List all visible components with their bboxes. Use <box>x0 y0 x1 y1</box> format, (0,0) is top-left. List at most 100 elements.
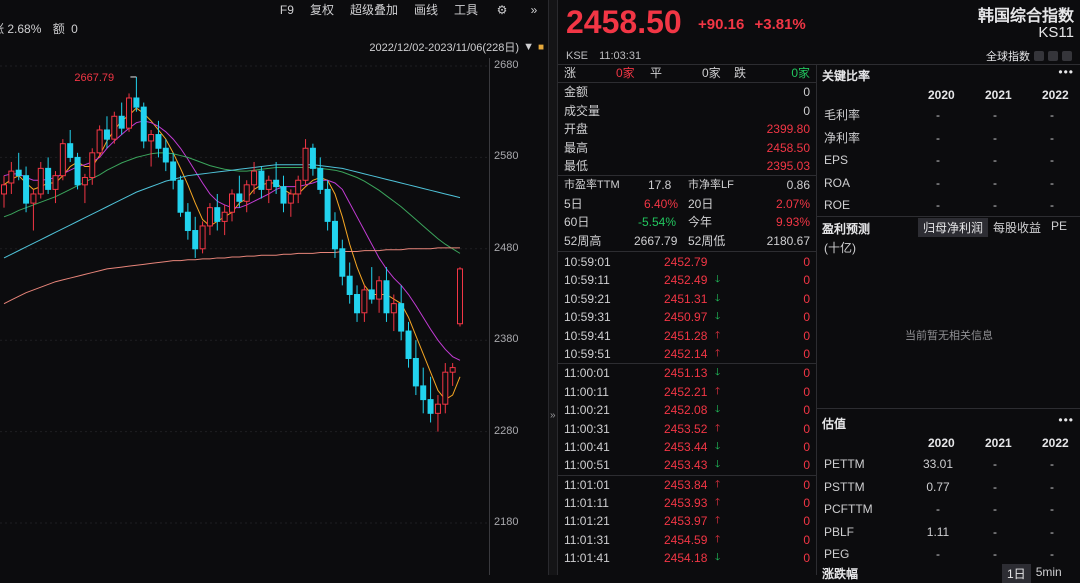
vol-label: 成交量 <box>564 103 601 118</box>
ratio-name: PETTM <box>824 457 865 471</box>
candle-body[interactable] <box>8 170 15 184</box>
tab-net-profit[interactable]: 归母净利润 <box>918 218 989 237</box>
candle-body[interactable] <box>155 134 162 149</box>
candle-body[interactable] <box>398 303 405 332</box>
candle-body[interactable] <box>96 129 103 154</box>
candle-body[interactable] <box>354 294 361 314</box>
candle-body[interactable] <box>457 268 463 325</box>
fuquan-button[interactable]: 复权 <box>309 3 334 17</box>
candle-body[interactable] <box>295 179 302 195</box>
ratio-value: - <box>1050 198 1054 213</box>
candle-body[interactable] <box>133 97 140 108</box>
y-tick-label: 2180 <box>494 516 519 528</box>
ratio-value: - <box>936 175 940 190</box>
candle-body[interactable] <box>434 403 441 414</box>
candle-body[interactable] <box>287 193 294 204</box>
candle-body[interactable] <box>162 147 169 163</box>
candle-body[interactable] <box>236 193 243 202</box>
kline-chart-panel[interactable]: F9 复权 超级叠加 画线 工具 ⚙ » 涨 2.68% 额 0 2022/12… <box>0 0 548 575</box>
candle-body[interactable] <box>361 289 368 314</box>
lock-icon[interactable]: ■ <box>537 41 544 53</box>
edit-icon[interactable] <box>1034 51 1044 61</box>
candle-body[interactable] <box>346 275 353 296</box>
candle-body[interactable] <box>170 161 177 181</box>
candle-body[interactable] <box>184 211 191 232</box>
candle-body[interactable] <box>265 179 272 190</box>
bell-icon[interactable] <box>1048 51 1058 61</box>
candle-body[interactable] <box>258 170 265 190</box>
candle-body[interactable] <box>302 147 309 181</box>
candle-body[interactable] <box>383 280 390 314</box>
candle-body[interactable] <box>214 207 221 222</box>
overlay-button[interactable]: 超级叠加 <box>349 3 398 17</box>
candle-body[interactable] <box>67 143 74 158</box>
candle-body[interactable] <box>23 175 30 204</box>
candle-body[interactable] <box>339 248 346 277</box>
arrow-up-icon: 🡑 <box>715 422 721 434</box>
candle-body[interactable] <box>192 230 199 250</box>
tab-1d[interactable]: 1日 <box>1002 564 1031 583</box>
candle-body[interactable] <box>390 303 397 314</box>
tab-pe[interactable]: PE <box>1051 219 1068 233</box>
global-index-link[interactable]: 全球指数 <box>986 48 1072 64</box>
candle-body[interactable] <box>317 167 324 190</box>
ratio-row: PEG - - - <box>818 543 1080 566</box>
panel-splitter[interactable]: » <box>548 0 558 575</box>
candle-body[interactable] <box>368 289 375 300</box>
candle-body[interactable] <box>199 225 206 250</box>
draw-button[interactable]: 画线 <box>413 3 438 17</box>
candle-body[interactable] <box>221 211 228 222</box>
f9-button[interactable]: F9 <box>279 2 294 17</box>
range-dropdown-icon[interactable]: ▼ <box>523 41 534 53</box>
tools-button[interactable]: 工具 <box>453 3 478 17</box>
candle-body[interactable] <box>103 129 110 140</box>
candle-body[interactable] <box>126 97 133 129</box>
tab-5min[interactable]: 5min <box>1035 565 1062 579</box>
candle-body[interactable] <box>15 169 22 177</box>
candle-body[interactable] <box>111 115 118 140</box>
settings-icon[interactable]: ⚙ <box>496 2 508 17</box>
candle-body[interactable] <box>412 357 419 387</box>
candle-body[interactable] <box>177 179 184 213</box>
candle-body[interactable] <box>449 367 456 373</box>
tick-list[interactable]: 10:59:01 2452.79 0 10:59:11 2452.49 🡓 0 10:59:2… <box>558 253 816 568</box>
candle-body[interactable] <box>376 280 383 300</box>
tick-price: 2452.08 <box>664 403 708 418</box>
candle-body[interactable] <box>442 371 449 405</box>
candle-body[interactable] <box>309 147 316 169</box>
candle-body[interactable] <box>273 179 280 188</box>
ratio-value: - <box>1050 130 1054 145</box>
candle-body[interactable] <box>52 175 59 190</box>
collapse-right-icon[interactable]: » <box>530 2 538 17</box>
candle-body[interactable] <box>118 115 125 129</box>
candle-body[interactable] <box>148 134 155 142</box>
candle-body[interactable] <box>229 193 235 213</box>
expand-arrow-icon[interactable]: » <box>550 410 556 421</box>
candle-body[interactable] <box>280 186 287 204</box>
share-icon[interactable] <box>1062 51 1072 61</box>
candle-body[interactable] <box>206 207 213 227</box>
global-index-label[interactable]: 全球指数 <box>986 51 1030 63</box>
candle-body[interactable] <box>251 170 258 186</box>
kline-svg[interactable]: 2667.79 <box>0 58 489 575</box>
key-ratios-more-icon[interactable]: ••• <box>1058 65 1074 79</box>
valuation-more-icon[interactable]: ••• <box>1058 413 1074 427</box>
candle-body[interactable] <box>81 177 88 186</box>
candle-body[interactable] <box>30 193 37 204</box>
candle-body[interactable] <box>324 188 331 222</box>
candle-body[interactable] <box>1 184 7 195</box>
candle-body[interactable] <box>37 167 44 195</box>
tick-price: 2453.44 <box>664 439 708 454</box>
candle-body[interactable] <box>59 143 66 177</box>
candle-body[interactable] <box>89 152 96 179</box>
candle-body[interactable] <box>420 385 427 401</box>
range-selector[interactable]: 2022/12/02-2023/11/06(228日) ▼ ■ <box>369 39 544 55</box>
candle-body[interactable] <box>331 220 338 250</box>
candle-body[interactable] <box>45 167 52 190</box>
candle-body[interactable] <box>405 330 412 359</box>
candle-body[interactable] <box>74 156 81 186</box>
candle-body[interactable] <box>243 184 250 202</box>
tab-eps[interactable]: 每股收益 <box>993 221 1042 235</box>
candle-body[interactable] <box>427 399 434 414</box>
candle-body[interactable] <box>140 106 147 142</box>
